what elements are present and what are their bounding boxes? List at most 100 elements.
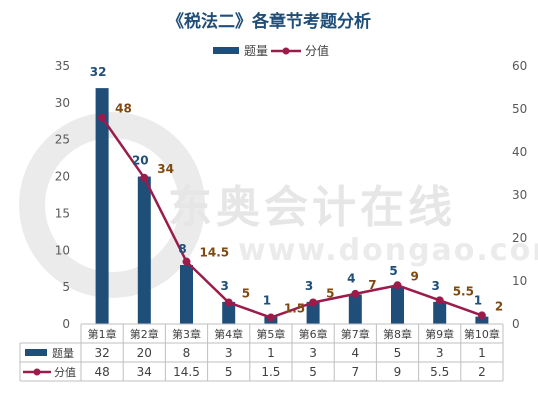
line-value-label: 14.5 — [200, 246, 230, 260]
line-value-label: 5.5 — [453, 284, 474, 298]
y-left-tick-label: 30 — [55, 96, 70, 110]
bar — [306, 301, 320, 324]
legend-line-marker — [282, 47, 290, 55]
table-bar-value: 5 — [394, 346, 402, 360]
bar-value-label: 1 — [474, 294, 482, 308]
line-point — [435, 296, 444, 305]
y-left-tick-label: 20 — [55, 170, 70, 184]
line-point — [351, 289, 360, 298]
y-left-tick-label: 35 — [55, 59, 70, 73]
legend: 题量 分值 — [213, 43, 329, 58]
y-right-tick-label: 50 — [512, 102, 527, 116]
table-line-value: 5.5 — [430, 365, 449, 379]
bar — [348, 294, 362, 324]
y-right-tick-label: 20 — [512, 231, 527, 245]
table-line-value: 1.5 — [261, 365, 280, 379]
table-bar-value: 1 — [478, 346, 486, 360]
table-line-value: 5 — [309, 365, 317, 379]
line-point — [140, 173, 149, 182]
x-category-label: 第6章 — [299, 327, 328, 341]
y-left-tick-label: 15 — [55, 206, 70, 220]
x-category-label: 第3章 — [172, 327, 201, 341]
bar — [95, 88, 109, 324]
y-right-tick-label: 10 — [512, 274, 527, 288]
table-line-value: 34 — [137, 365, 152, 379]
table-line-value: 9 — [394, 365, 402, 379]
table-line-value: 7 — [351, 365, 359, 379]
bar-value-label: 3 — [432, 279, 440, 293]
watermark-url: www.dongao.com — [238, 233, 538, 268]
watermark-logo-ring — [19, 112, 205, 298]
line-value-label: 5 — [242, 287, 250, 301]
y-right-tick-label: 0 — [512, 317, 520, 331]
y-axis-right: 0 10 20 30 40 50 60 — [512, 59, 527, 331]
table-bar-swatch — [25, 349, 47, 356]
table-bar-value: 32 — [94, 346, 109, 360]
legend-bar-swatch — [213, 47, 239, 54]
bar-value-label: 4 — [347, 272, 355, 286]
table-bar-value: 3 — [225, 346, 233, 360]
bar-value-label: 3 — [305, 279, 313, 293]
bar-value-label: 5 — [389, 264, 397, 278]
x-category-label: 第8章 — [383, 327, 412, 341]
y-left-tick-label: 5 — [62, 280, 70, 294]
line-value-label: 1.5 — [284, 302, 305, 316]
table-line-value: 5 — [225, 365, 233, 379]
y-right-tick-label: 40 — [512, 145, 527, 159]
bar-value-label: 8 — [178, 242, 186, 256]
table-line-value: 48 — [94, 365, 109, 379]
bar — [222, 301, 236, 324]
table-bar-series-label: 题量 — [52, 347, 74, 360]
y-left-tick-label: 0 — [62, 317, 70, 331]
y-right-tick-label: 30 — [512, 188, 527, 202]
watermark-text: 东奥会计在线 — [168, 182, 456, 233]
legend-bar-label: 题量 — [244, 44, 268, 58]
legend-line-label: 分值 — [305, 43, 329, 58]
chart-title: 《税法二》各章节考题分析 — [167, 11, 371, 32]
line-value-label: 7 — [368, 278, 376, 292]
line-point — [266, 313, 275, 322]
table-line-series-label: 分值 — [54, 366, 76, 379]
watermark: 东奥会计在线 www.dongao.com — [19, 112, 538, 298]
bar-value-label: 32 — [90, 65, 107, 79]
table-bar-value: 8 — [183, 346, 191, 360]
y-right-tick-label: 60 — [512, 59, 527, 73]
table-line-value: 14.5 — [173, 365, 200, 379]
x-category-label: 第5章 — [256, 327, 285, 341]
line-value-label: 9 — [411, 269, 419, 283]
bar — [391, 287, 404, 324]
table-bar-value: 4 — [351, 346, 359, 360]
y-left-tick-label: 10 — [55, 243, 70, 257]
x-category-label: 第9章 — [425, 327, 454, 341]
line-value-label: 2 — [495, 299, 503, 313]
bar — [137, 176, 151, 324]
bar-value-label: 20 — [132, 154, 149, 168]
bar-value-label: 3 — [221, 279, 229, 293]
table-bar-value: 3 — [436, 346, 444, 360]
bar-series — [95, 88, 489, 324]
table-line-value: 2 — [478, 365, 486, 379]
y-axis-left: 0 5 10 15 20 25 30 35 — [55, 59, 70, 331]
y-left-tick-label: 25 — [55, 133, 70, 147]
line-point — [477, 311, 486, 320]
line-value-label: 34 — [157, 162, 174, 176]
line-point — [393, 281, 402, 290]
line-point — [309, 298, 318, 307]
x-category-label: 第10章 — [464, 327, 500, 341]
line-point — [98, 113, 107, 122]
line-series — [98, 113, 486, 322]
line-value-label: 5 — [326, 287, 334, 301]
table-bar-value: 3 — [309, 346, 317, 360]
x-category-label: 第2章 — [130, 327, 159, 341]
line-point — [224, 298, 233, 307]
bar — [475, 316, 489, 324]
line-value-label: 48 — [115, 102, 132, 116]
bar-value-label: 1 — [263, 294, 271, 308]
bar — [180, 265, 193, 324]
x-category-label: 第4章 — [214, 327, 243, 341]
line-path — [101, 116, 483, 319]
